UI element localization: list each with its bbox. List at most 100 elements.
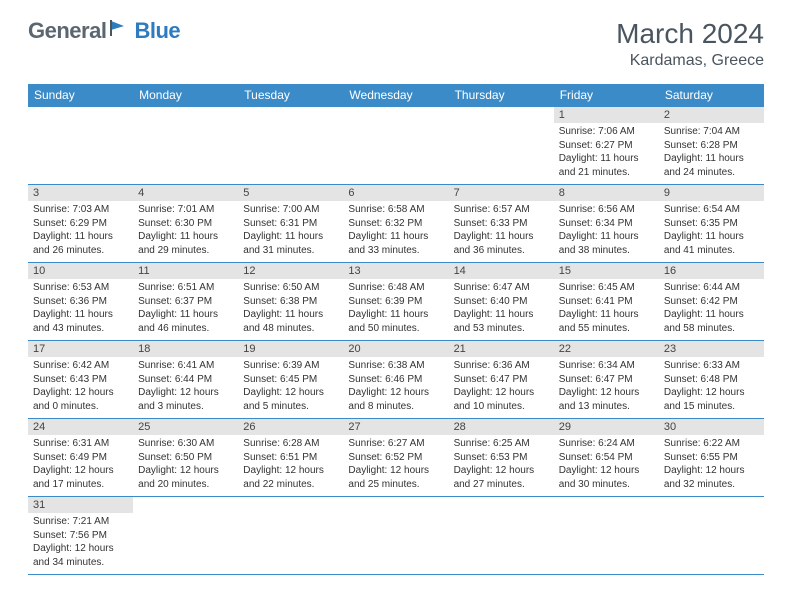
calendar-cell bbox=[343, 497, 448, 575]
day-number: 26 bbox=[238, 419, 343, 435]
calendar-cell: 28Sunrise: 6:25 AMSunset: 6:53 PMDayligh… bbox=[449, 419, 554, 497]
day-number: 19 bbox=[238, 341, 343, 357]
calendar-cell bbox=[28, 107, 133, 185]
weekday-header: Tuesday bbox=[238, 84, 343, 107]
calendar-cell bbox=[554, 497, 659, 575]
day-details: Sunrise: 6:45 AMSunset: 6:41 PMDaylight:… bbox=[554, 279, 659, 337]
day-details: Sunrise: 6:28 AMSunset: 6:51 PMDaylight:… bbox=[238, 435, 343, 493]
calendar-cell: 20Sunrise: 6:38 AMSunset: 6:46 PMDayligh… bbox=[343, 341, 448, 419]
day-details: Sunrise: 6:31 AMSunset: 6:49 PMDaylight:… bbox=[28, 435, 133, 493]
day-number: 21 bbox=[449, 341, 554, 357]
calendar-cell bbox=[659, 497, 764, 575]
calendar-cell: 4Sunrise: 7:01 AMSunset: 6:30 PMDaylight… bbox=[133, 185, 238, 263]
day-number: 3 bbox=[28, 185, 133, 201]
day-details: Sunrise: 6:56 AMSunset: 6:34 PMDaylight:… bbox=[554, 201, 659, 259]
weekday-header: Thursday bbox=[449, 84, 554, 107]
calendar-cell bbox=[238, 497, 343, 575]
header: General Blue March 2024 Kardamas, Greece bbox=[0, 0, 792, 78]
calendar-cell: 7Sunrise: 6:57 AMSunset: 6:33 PMDaylight… bbox=[449, 185, 554, 263]
calendar-head: SundayMondayTuesdayWednesdayThursdayFrid… bbox=[28, 84, 764, 107]
calendar-cell: 24Sunrise: 6:31 AMSunset: 6:49 PMDayligh… bbox=[28, 419, 133, 497]
calendar-cell: 18Sunrise: 6:41 AMSunset: 6:44 PMDayligh… bbox=[133, 341, 238, 419]
calendar-cell bbox=[449, 107, 554, 185]
day-number: 29 bbox=[554, 419, 659, 435]
calendar-cell bbox=[133, 107, 238, 185]
calendar-cell bbox=[343, 107, 448, 185]
calendar-cell: 8Sunrise: 6:56 AMSunset: 6:34 PMDaylight… bbox=[554, 185, 659, 263]
day-number: 23 bbox=[659, 341, 764, 357]
day-details: Sunrise: 6:41 AMSunset: 6:44 PMDaylight:… bbox=[133, 357, 238, 415]
calendar-row: 1Sunrise: 7:06 AMSunset: 6:27 PMDaylight… bbox=[28, 107, 764, 185]
calendar-cell: 13Sunrise: 6:48 AMSunset: 6:39 PMDayligh… bbox=[343, 263, 448, 341]
day-details: Sunrise: 6:50 AMSunset: 6:38 PMDaylight:… bbox=[238, 279, 343, 337]
day-number: 13 bbox=[343, 263, 448, 279]
day-details: Sunrise: 6:30 AMSunset: 6:50 PMDaylight:… bbox=[133, 435, 238, 493]
day-number: 17 bbox=[28, 341, 133, 357]
day-number: 9 bbox=[659, 185, 764, 201]
day-details: Sunrise: 7:00 AMSunset: 6:31 PMDaylight:… bbox=[238, 201, 343, 259]
calendar-cell: 22Sunrise: 6:34 AMSunset: 6:47 PMDayligh… bbox=[554, 341, 659, 419]
day-number: 31 bbox=[28, 497, 133, 513]
calendar-cell: 1Sunrise: 7:06 AMSunset: 6:27 PMDaylight… bbox=[554, 107, 659, 185]
day-number: 18 bbox=[133, 341, 238, 357]
day-details: Sunrise: 6:47 AMSunset: 6:40 PMDaylight:… bbox=[449, 279, 554, 337]
day-number: 28 bbox=[449, 419, 554, 435]
weekday-header: Saturday bbox=[659, 84, 764, 107]
calendar-cell: 5Sunrise: 7:00 AMSunset: 6:31 PMDaylight… bbox=[238, 185, 343, 263]
weekday-header: Wednesday bbox=[343, 84, 448, 107]
weekday-header: Friday bbox=[554, 84, 659, 107]
calendar-cell: 27Sunrise: 6:27 AMSunset: 6:52 PMDayligh… bbox=[343, 419, 448, 497]
day-details: Sunrise: 6:22 AMSunset: 6:55 PMDaylight:… bbox=[659, 435, 764, 493]
location: Kardamas, Greece bbox=[616, 52, 764, 70]
day-number: 4 bbox=[133, 185, 238, 201]
flag-icon bbox=[110, 20, 132, 36]
calendar-cell: 12Sunrise: 6:50 AMSunset: 6:38 PMDayligh… bbox=[238, 263, 343, 341]
day-details: Sunrise: 6:42 AMSunset: 6:43 PMDaylight:… bbox=[28, 357, 133, 415]
calendar-cell: 25Sunrise: 6:30 AMSunset: 6:50 PMDayligh… bbox=[133, 419, 238, 497]
day-details: Sunrise: 7:21 AMSunset: 7:56 PMDaylight:… bbox=[28, 513, 133, 571]
day-details: Sunrise: 7:04 AMSunset: 6:28 PMDaylight:… bbox=[659, 123, 764, 181]
day-details: Sunrise: 7:01 AMSunset: 6:30 PMDaylight:… bbox=[133, 201, 238, 259]
weekday-row: SundayMondayTuesdayWednesdayThursdayFrid… bbox=[28, 84, 764, 107]
month-title: March 2024 bbox=[616, 18, 764, 50]
day-details: Sunrise: 6:54 AMSunset: 6:35 PMDaylight:… bbox=[659, 201, 764, 259]
logo: General Blue bbox=[28, 18, 180, 44]
title-block: March 2024 Kardamas, Greece bbox=[616, 18, 764, 70]
calendar-row: 31Sunrise: 7:21 AMSunset: 7:56 PMDayligh… bbox=[28, 497, 764, 575]
day-details: Sunrise: 6:27 AMSunset: 6:52 PMDaylight:… bbox=[343, 435, 448, 493]
calendar-cell bbox=[449, 497, 554, 575]
day-number: 30 bbox=[659, 419, 764, 435]
calendar-cell: 6Sunrise: 6:58 AMSunset: 6:32 PMDaylight… bbox=[343, 185, 448, 263]
calendar-cell: 30Sunrise: 6:22 AMSunset: 6:55 PMDayligh… bbox=[659, 419, 764, 497]
day-details: Sunrise: 7:03 AMSunset: 6:29 PMDaylight:… bbox=[28, 201, 133, 259]
calendar-cell: 19Sunrise: 6:39 AMSunset: 6:45 PMDayligh… bbox=[238, 341, 343, 419]
day-details: Sunrise: 6:24 AMSunset: 6:54 PMDaylight:… bbox=[554, 435, 659, 493]
day-details: Sunrise: 6:34 AMSunset: 6:47 PMDaylight:… bbox=[554, 357, 659, 415]
day-number: 2 bbox=[659, 107, 764, 123]
day-number: 8 bbox=[554, 185, 659, 201]
logo-text-general: General bbox=[28, 18, 106, 44]
calendar-row: 24Sunrise: 6:31 AMSunset: 6:49 PMDayligh… bbox=[28, 419, 764, 497]
day-details: Sunrise: 6:33 AMSunset: 6:48 PMDaylight:… bbox=[659, 357, 764, 415]
logo-text-blue: Blue bbox=[134, 18, 180, 44]
calendar-row: 10Sunrise: 6:53 AMSunset: 6:36 PMDayligh… bbox=[28, 263, 764, 341]
day-number: 11 bbox=[133, 263, 238, 279]
day-number: 5 bbox=[238, 185, 343, 201]
calendar-cell bbox=[133, 497, 238, 575]
calendar-cell: 2Sunrise: 7:04 AMSunset: 6:28 PMDaylight… bbox=[659, 107, 764, 185]
calendar-cell: 14Sunrise: 6:47 AMSunset: 6:40 PMDayligh… bbox=[449, 263, 554, 341]
calendar-body: 1Sunrise: 7:06 AMSunset: 6:27 PMDaylight… bbox=[28, 107, 764, 575]
calendar-cell: 16Sunrise: 6:44 AMSunset: 6:42 PMDayligh… bbox=[659, 263, 764, 341]
day-number: 12 bbox=[238, 263, 343, 279]
day-number: 14 bbox=[449, 263, 554, 279]
day-details: Sunrise: 6:58 AMSunset: 6:32 PMDaylight:… bbox=[343, 201, 448, 259]
day-number: 22 bbox=[554, 341, 659, 357]
day-number: 24 bbox=[28, 419, 133, 435]
calendar-cell: 26Sunrise: 6:28 AMSunset: 6:51 PMDayligh… bbox=[238, 419, 343, 497]
calendar-cell: 17Sunrise: 6:42 AMSunset: 6:43 PMDayligh… bbox=[28, 341, 133, 419]
day-details: Sunrise: 6:44 AMSunset: 6:42 PMDaylight:… bbox=[659, 279, 764, 337]
day-number: 7 bbox=[449, 185, 554, 201]
calendar-cell: 31Sunrise: 7:21 AMSunset: 7:56 PMDayligh… bbox=[28, 497, 133, 575]
calendar-cell: 29Sunrise: 6:24 AMSunset: 6:54 PMDayligh… bbox=[554, 419, 659, 497]
calendar-table: SundayMondayTuesdayWednesdayThursdayFrid… bbox=[28, 84, 764, 575]
